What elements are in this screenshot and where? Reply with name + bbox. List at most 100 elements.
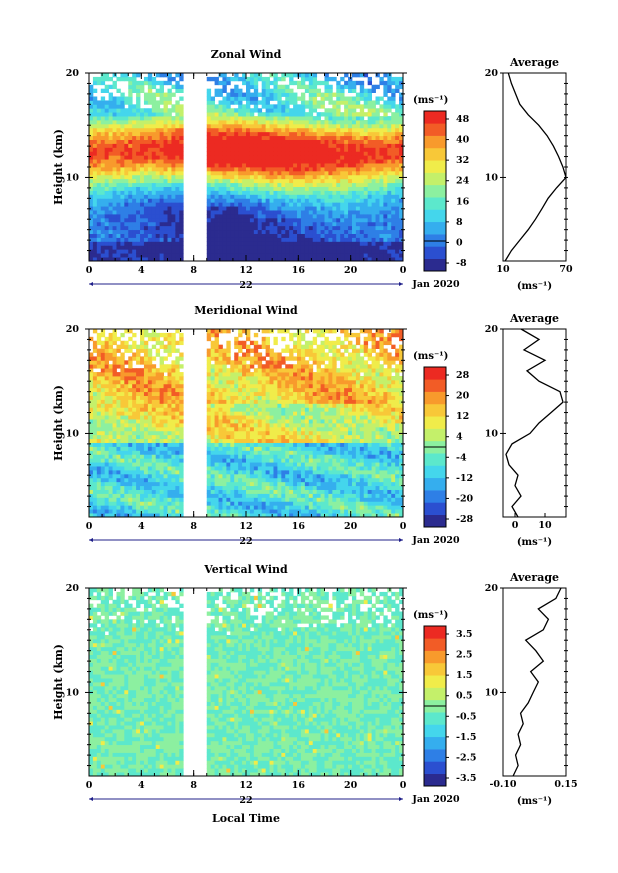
heatmap-cell — [104, 430, 110, 436]
heatmap-cell — [261, 131, 267, 137]
heatmap-cell — [140, 470, 145, 475]
heatmap-cell — [136, 249, 141, 254]
heatmap-cell — [100, 108, 106, 113]
heatmap-cell — [143, 202, 149, 207]
heatmap-cell — [281, 88, 286, 93]
x-tick-label: 12 — [239, 265, 252, 276]
heatmap-cell — [367, 100, 373, 105]
heatmap-cell — [136, 348, 141, 353]
heatmap-cell — [316, 210, 321, 215]
heatmap-cell — [363, 245, 369, 250]
heatmap-cell — [308, 210, 314, 215]
heatmap-cell — [222, 210, 227, 215]
heatmap-cell — [100, 489, 106, 494]
heatmap-cell — [112, 241, 117, 246]
heatmap-cell — [371, 253, 376, 258]
heatmap-cell — [116, 135, 121, 140]
heatmap-cell — [391, 112, 396, 117]
heatmap-cell — [246, 202, 251, 207]
heatmap-cell — [112, 155, 117, 160]
heatmap-cell — [206, 88, 212, 93]
heatmap-cell — [120, 155, 125, 160]
heatmap-cell — [100, 473, 106, 479]
heatmap-cell — [206, 241, 212, 246]
heatmap-cell — [116, 450, 121, 455]
heatmap-cell — [230, 391, 235, 396]
heatmap-cell — [261, 88, 267, 93]
heatmap-cell — [175, 513, 180, 518]
heatmap-cell — [167, 233, 172, 238]
heatmap-cell — [155, 462, 161, 467]
heatmap-cell — [179, 466, 184, 471]
heatmap-cell — [147, 470, 153, 475]
heatmap-cell — [234, 249, 239, 254]
heatmap-cell — [289, 174, 294, 180]
heatmap-cell — [391, 76, 396, 82]
heatmap-cell — [140, 233, 145, 238]
heatmap-cell — [132, 470, 137, 475]
heatmap-cell — [375, 174, 380, 180]
heatmap-cell — [89, 159, 94, 164]
heatmap-cell — [132, 344, 137, 349]
heatmap-cell — [359, 194, 365, 199]
heatmap-cell — [395, 127, 400, 133]
heatmap-cell — [136, 120, 141, 125]
heatmap-cell — [359, 108, 365, 113]
heatmap-cell — [132, 419, 137, 424]
heatmap-cell — [100, 147, 106, 152]
heatmap-cell — [242, 241, 247, 246]
heatmap-cell — [253, 163, 259, 168]
heatmap-cell — [92, 501, 98, 506]
heatmap-cell — [116, 454, 121, 459]
heatmap-cell — [218, 379, 223, 385]
heatmap-cell — [316, 151, 321, 156]
heatmap-cell — [104, 399, 110, 404]
heatmap-cell — [143, 489, 149, 494]
heatmap-cell — [124, 174, 129, 180]
heatmap-cell — [155, 202, 161, 207]
heatmap-cell — [312, 249, 318, 254]
heatmap-cell — [383, 229, 388, 234]
heatmap-cell — [312, 120, 318, 125]
heatmap-cell — [351, 174, 357, 180]
heatmap-cell — [297, 131, 302, 137]
heatmap-cell — [104, 217, 110, 223]
heatmap-cell — [320, 135, 325, 140]
heatmap-cell — [320, 210, 325, 215]
heatmap-cell — [167, 403, 172, 408]
heatmap-cell — [108, 120, 113, 125]
heatmap-cell — [120, 202, 125, 207]
heatmap-cell — [230, 442, 235, 447]
heatmap-cell — [175, 446, 180, 451]
heatmap-cell — [100, 214, 106, 219]
heatmap-cell — [293, 96, 298, 101]
heatmap-cell — [308, 170, 314, 176]
heatmap-cell — [253, 147, 259, 152]
heatmap-cell — [124, 123, 129, 129]
heatmap-cell — [226, 135, 231, 140]
heatmap-cell — [155, 368, 161, 373]
heatmap-cell — [261, 214, 267, 219]
heatmap-cell — [159, 225, 164, 231]
heatmap-cell — [124, 241, 129, 246]
heatmap-cell — [375, 131, 380, 137]
heatmap-cell — [332, 116, 337, 121]
heatmap-cell — [328, 237, 333, 242]
heatmap-cell — [300, 249, 306, 254]
heatmap-cell — [230, 450, 235, 455]
heatmap-cell — [120, 135, 125, 140]
heatmap-cell — [316, 202, 321, 207]
heatmap-cell — [100, 151, 106, 156]
heatmap-cell — [159, 194, 164, 199]
heatmap-cell — [246, 241, 251, 246]
heatmap-cell — [222, 513, 227, 518]
heatmap-cell — [289, 108, 294, 113]
heatmap-cell — [120, 419, 125, 424]
heatmap-cell — [143, 415, 149, 420]
heatmap-cell — [100, 182, 106, 187]
heatmap-cell — [151, 210, 157, 215]
heatmap-cell — [371, 217, 376, 223]
heatmap-cell — [136, 170, 141, 176]
heatmap-cell — [269, 131, 274, 137]
heatmap-cell — [147, 497, 153, 502]
